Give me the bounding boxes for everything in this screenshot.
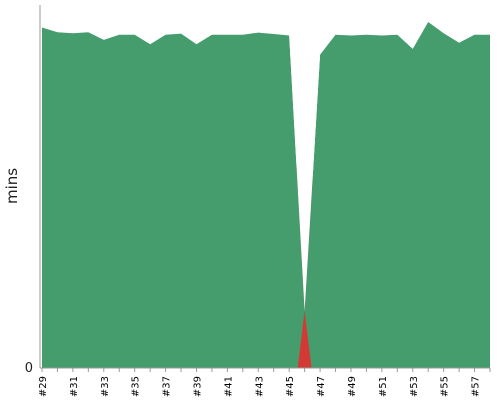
x-ticks: #29 #31 #33 #35 #37 #39 #41 #43 #45 #47 #49 #51 #53 #…	[38, 368, 491, 397]
x-tick-label: #45	[285, 376, 296, 397]
green-series-area-left	[42, 27, 305, 368]
x-tick-label: #39	[192, 376, 203, 397]
x-tick-label: #35	[131, 376, 142, 397]
green-series-area-right	[304, 22, 490, 369]
x-tick-label: #57	[471, 376, 482, 397]
y-axis-title: mins	[3, 168, 21, 204]
x-tick-label: #51	[378, 376, 389, 397]
x-tick-label: #29	[38, 376, 49, 397]
x-tick-label: #53	[409, 376, 420, 397]
x-tick-label: #41	[223, 376, 234, 397]
y-tick-label: 0	[25, 361, 33, 376]
x-tick-label: #37	[162, 376, 173, 397]
series-layer	[42, 5, 490, 369]
x-tick-label: #49	[347, 376, 358, 397]
spike-notch	[289, 5, 321, 312]
x-tick-label: #47	[316, 376, 327, 397]
x-tick-label: #43	[254, 376, 265, 397]
x-tick-label: #55	[440, 376, 451, 397]
x-tick-label: #31	[69, 376, 80, 397]
x-tick-label: #33	[100, 376, 111, 397]
